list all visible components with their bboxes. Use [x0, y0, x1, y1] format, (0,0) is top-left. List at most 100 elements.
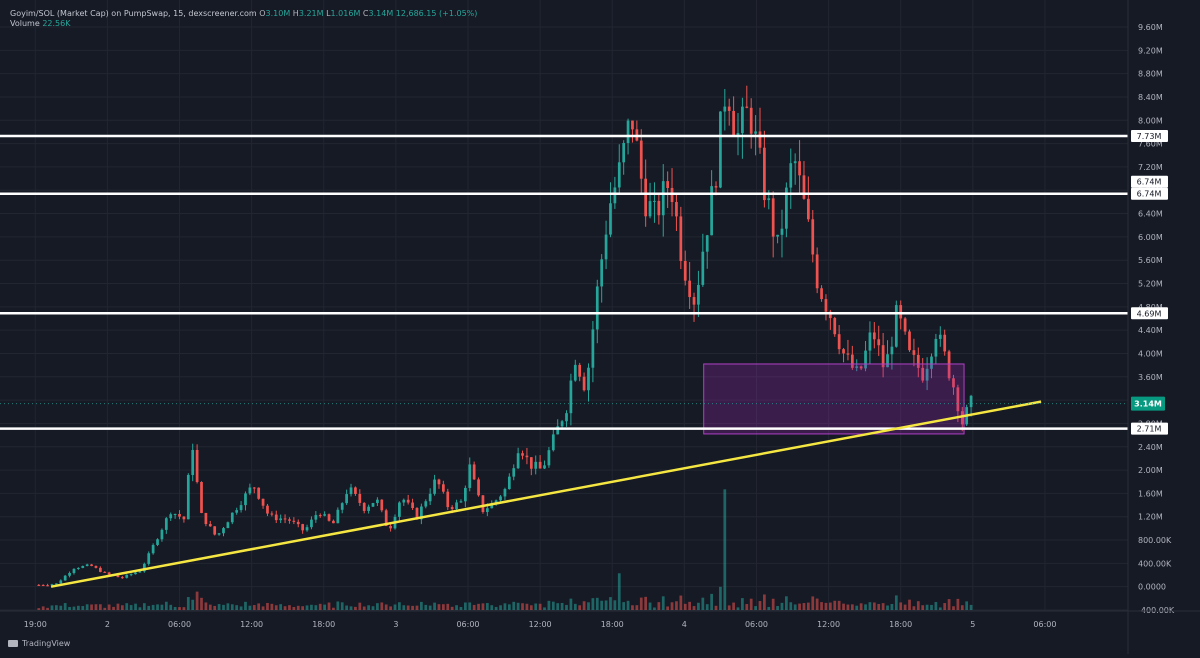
- candle-body: [257, 487, 261, 499]
- y-tick-label: 7.60M: [1138, 140, 1163, 149]
- volume-bar: [912, 606, 916, 610]
- candle-body: [424, 501, 428, 507]
- y-tick-label: 9.20M: [1138, 46, 1163, 55]
- y-tick-label: 4.00M: [1138, 349, 1163, 358]
- candle-body: [842, 349, 845, 354]
- volume-bar: [490, 605, 494, 610]
- volume-bar: [600, 600, 604, 610]
- x-tick-label: 18:00: [889, 620, 912, 629]
- volume-bar: [354, 606, 357, 610]
- volume-bar: [371, 606, 375, 610]
- candle-body: [160, 529, 164, 540]
- volume-bar: [595, 597, 599, 610]
- volume-bar: [815, 598, 819, 610]
- candle-body: [877, 339, 881, 346]
- volume-bar: [358, 602, 362, 610]
- tradingview-brand[interactable]: TradingView: [8, 639, 70, 648]
- volume-bar: [538, 603, 542, 610]
- volume-bar: [943, 603, 947, 610]
- candle-body: [591, 329, 595, 368]
- volume-bar: [107, 604, 111, 610]
- volume-bar: [103, 607, 107, 610]
- volume-bar: [217, 604, 221, 610]
- volume-bar: [516, 602, 520, 610]
- candle-body: [371, 503, 375, 507]
- candle-body: [925, 368, 929, 381]
- x-tick-label: 06:00: [745, 620, 768, 629]
- volume-bar: [98, 604, 102, 610]
- candle-body: [534, 461, 538, 469]
- volume-bar: [741, 598, 744, 610]
- volume-bar: [855, 605, 859, 610]
- volume-bar: [90, 604, 93, 610]
- candle-body: [336, 509, 340, 524]
- candle-body: [332, 520, 335, 524]
- volume-bar: [543, 607, 546, 610]
- candle-body: [793, 161, 797, 164]
- candle-body: [411, 502, 414, 509]
- volume-bar: [754, 606, 757, 610]
- volume-bar: [349, 606, 353, 610]
- candle-body: [402, 499, 406, 503]
- volume-bar: [279, 604, 283, 610]
- y-tick-label: 3.60M: [1138, 373, 1163, 382]
- candle-body: [719, 111, 722, 188]
- candle-body: [754, 131, 757, 134]
- candle-body: [780, 228, 784, 235]
- volume-bar: [499, 605, 502, 610]
- y-tick-label: 8.00M: [1138, 116, 1163, 125]
- volume-bar: [705, 604, 709, 610]
- candle-body: [142, 563, 146, 572]
- candle-body: [666, 181, 670, 188]
- current-price-badge: [1131, 396, 1165, 411]
- y-tick-label: 1.20M: [1138, 513, 1163, 522]
- volume-bar: [807, 602, 810, 610]
- candle-body: [758, 131, 762, 148]
- volume-bar: [367, 605, 370, 610]
- volume-bar: [129, 605, 133, 610]
- candle-body: [675, 202, 678, 217]
- volume-bar: [802, 603, 806, 610]
- candle-body: [512, 468, 516, 477]
- volume-bar: [472, 604, 476, 610]
- volume-bar: [406, 605, 410, 610]
- volume-bar: [591, 598, 595, 610]
- candle-body: [490, 503, 494, 509]
- candle-body: [850, 354, 854, 368]
- candle-body: [499, 496, 502, 501]
- level-price-badge: [1131, 307, 1168, 320]
- candle-body: [692, 297, 696, 305]
- volume-bar: [274, 605, 278, 610]
- candle-body: [296, 521, 300, 525]
- candle-body: [173, 514, 177, 516]
- candle-body: [120, 577, 124, 579]
- candle-body: [785, 187, 788, 229]
- candle-body: [164, 518, 168, 530]
- volume-bar: [450, 606, 454, 610]
- candle-body: [921, 367, 925, 381]
- volume-bar: [947, 599, 951, 610]
- candle-body: [771, 198, 775, 237]
- candle-body: [314, 515, 318, 520]
- y-tick-label: 5.60M: [1138, 256, 1163, 265]
- candle-body: [661, 181, 665, 216]
- y-tick-label: 6.00M: [1138, 233, 1163, 242]
- candle-body: [859, 366, 863, 369]
- candle-body: [802, 175, 806, 199]
- candle-body: [890, 346, 894, 355]
- volume-bar: [811, 596, 815, 610]
- candle-body: [283, 518, 287, 520]
- candle-body: [485, 508, 489, 513]
- support-zone-box[interactable]: [703, 363, 965, 435]
- candle-body: [50, 584, 54, 586]
- volume-bar: [213, 605, 217, 610]
- candle-body: [741, 106, 744, 134]
- trendline[interactable]: [50, 400, 1042, 588]
- candle-body: [323, 514, 326, 516]
- candle-body: [551, 434, 555, 451]
- candle-body: [415, 508, 419, 520]
- volume-bar: [965, 601, 969, 610]
- candle-body: [560, 421, 564, 427]
